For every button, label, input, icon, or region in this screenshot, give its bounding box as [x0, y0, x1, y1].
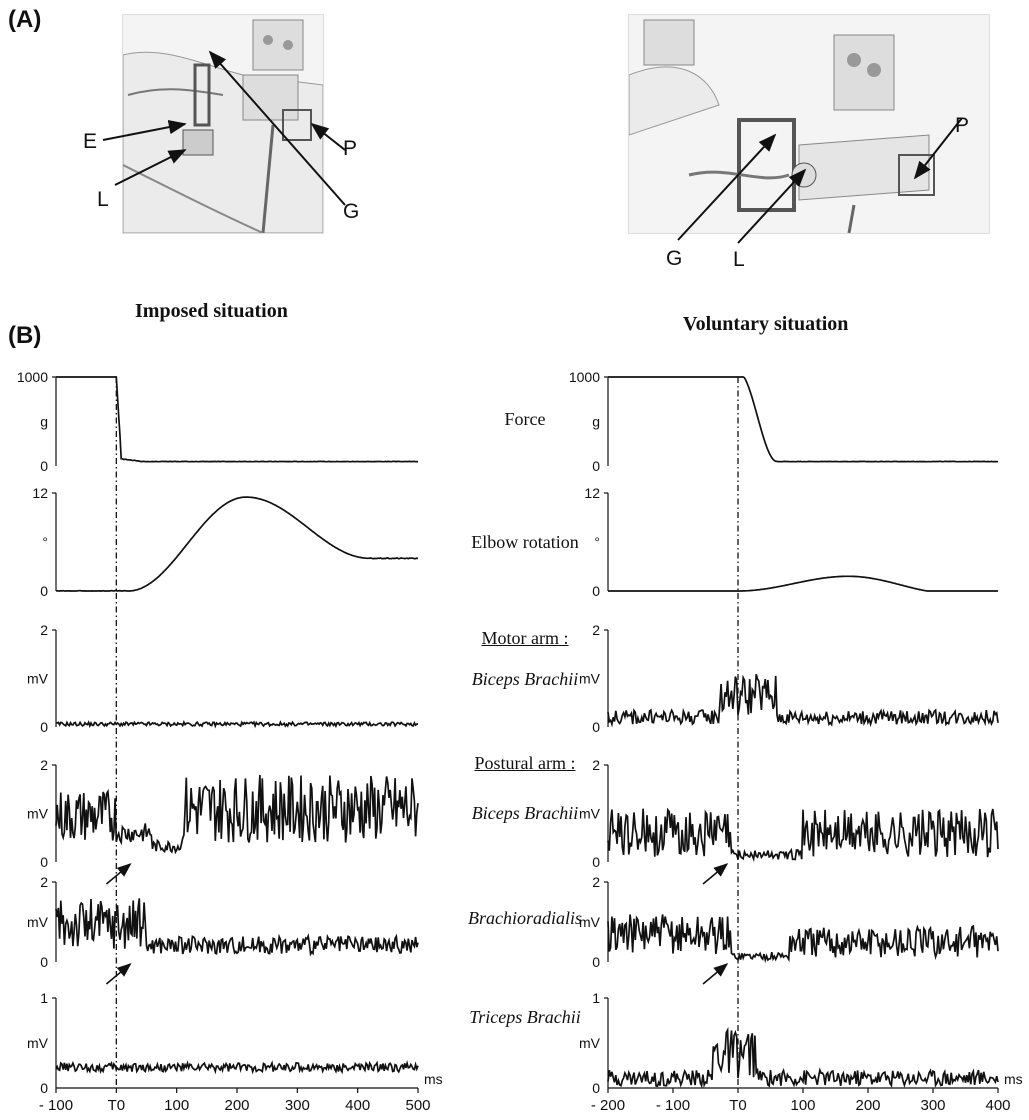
imposed-motor_biceps-y-tick-label-bottom: 0 [40, 719, 48, 735]
imposed-force-y-tick-label-top: 1000 [17, 369, 48, 385]
voluntary-brachio-y-tick-label-top: 2 [592, 874, 600, 890]
motor-arm-label: Motor arm : [481, 628, 569, 648]
imposed-triceps-y-tick-label-top: 1 [40, 990, 48, 1006]
imposed-postural_biceps-y-tick-label-top: 2 [40, 757, 48, 773]
callout-g-left: G [343, 200, 360, 223]
triceps-label: Triceps Brachii [469, 1007, 581, 1027]
imposed-brachio-y-tick-label-top: 2 [40, 874, 48, 890]
voluntary-postural_biceps-unit-label: mV [579, 806, 601, 822]
imposed-elbow-unit-label: ° [42, 534, 48, 550]
voluntary-force-y-tick-label-top: 1000 [569, 369, 600, 385]
imposed-force-y-tick-label-bottom: 0 [40, 458, 48, 474]
imposed-triceps-unit-label: mV [27, 1035, 49, 1051]
voluntary-postural_biceps-onset-arrow [702, 863, 729, 885]
voluntary-postural_biceps-trace [607, 807, 999, 863]
imposed-situation-title: Imposed situation [135, 300, 288, 322]
imposed-motor_biceps-y-tick-label-top: 2 [40, 622, 48, 638]
callout-e-left: E [83, 130, 98, 153]
voluntary-x-tick-label-5: 300 [920, 1097, 945, 1114]
voluntary-x-tick-label-4: 200 [855, 1097, 880, 1114]
imposed-postural_biceps-unit-label: mV [27, 806, 49, 822]
imposed-postural_biceps-onset-arrow [105, 863, 132, 885]
imposed-x-tick-label-0: - 100 [39, 1097, 73, 1114]
imposed-brachio-unit-label: mV [27, 914, 49, 930]
imposed-triceps-y-tick-label-bottom: 0 [40, 1080, 48, 1096]
voluntary-elbow-y-tick-label-bottom: 0 [592, 583, 600, 599]
imposed-elbow-y-tick-label-top: 12 [32, 485, 48, 501]
arrow-l-right [737, 168, 807, 244]
voluntary-brachio-trace [607, 914, 999, 964]
callout-l-left: L [97, 188, 109, 211]
imposed-motor_biceps-unit-label: mV [27, 671, 49, 687]
imposed-x-tick-label-5: 400 [345, 1097, 370, 1114]
voluntary-motor_biceps-unit-label: mV [579, 671, 601, 687]
voluntary-setup-drawing [629, 15, 989, 233]
voluntary-x-tick-label-2: T0 [729, 1097, 747, 1114]
voluntary-brachio-unit-label: mV [579, 914, 601, 930]
imposed-force-trace [56, 376, 418, 463]
imposed-motor_biceps-trace [55, 720, 419, 729]
voluntary-x-tick-label-3: 100 [790, 1097, 815, 1114]
panel-b-label: (B) [8, 322, 42, 349]
voluntary-x-tick-label-1: - 100 [656, 1097, 690, 1114]
voluntary-x-tick-label-6: 400 [985, 1097, 1010, 1114]
callout-g-right: G [666, 247, 683, 270]
voluntary-motor_biceps-y-tick-label-top: 2 [592, 622, 600, 638]
voluntary-triceps-trace [607, 1026, 999, 1089]
voluntary-x-unit-label: ms [1004, 1071, 1023, 1087]
imposed-elbow-trace [55, 496, 419, 592]
voluntary-elbow-y-tick-label-top: 12 [584, 485, 600, 501]
voluntary-elbow-unit-label: ° [594, 534, 600, 550]
voluntary-postural_biceps-y-tick-label-bottom: 0 [592, 854, 600, 870]
voluntary-x-tick-label-0: - 200 [591, 1097, 625, 1114]
voluntary-motor_biceps-trace [607, 673, 999, 728]
arrow-g-left [208, 50, 346, 206]
voluntary-force-unit-label: g [592, 414, 600, 430]
callout-p-right: P [955, 114, 970, 137]
voluntary-motor_biceps-y-tick-label-bottom: 0 [592, 719, 600, 735]
voluntary-triceps-y-tick-label-top: 1 [592, 990, 600, 1006]
arrow-p-left [310, 122, 346, 151]
imposed-x-tick-label-3: 200 [224, 1097, 249, 1114]
brachioradialis-label: Brachioradialis [467, 908, 582, 928]
voluntary-force-y-tick-label-bottom: 0 [592, 458, 600, 474]
imposed-elbow-y-tick-label-bottom: 0 [40, 583, 48, 599]
imposed-x-tick-label-1: T0 [108, 1097, 126, 1114]
elbow-rotation-label: Elbow rotation [471, 532, 579, 552]
arrow-l-left [114, 149, 187, 186]
imposed-triceps-trace [55, 1059, 419, 1075]
imposed-postural_biceps-y-tick-label-bottom: 0 [40, 854, 48, 870]
imposed-brachio-y-tick-label-bottom: 0 [40, 954, 48, 970]
motor-biceps-label: Biceps Brachii [471, 669, 579, 689]
panel-a-label: (A) [8, 6, 42, 33]
imposed-x-unit-label: ms [424, 1071, 443, 1087]
imposed-x-tick-label-2: 100 [164, 1097, 189, 1114]
arrow-g-right [677, 133, 777, 241]
imposed-postural_biceps-trace [55, 774, 419, 855]
voluntary-triceps-unit-label: mV [579, 1035, 601, 1051]
imposed-brachio-trace [55, 898, 419, 957]
arrow-e-left [102, 120, 187, 141]
voluntary-brachio-onset-arrow [702, 963, 729, 985]
force-label: Force [504, 409, 546, 429]
arrow-p-right [913, 117, 963, 180]
imposed-x-tick-label-6: 500 [405, 1097, 430, 1114]
voluntary-situation-title: Voluntary situation [683, 313, 849, 335]
imposed-force-unit-label: g [40, 414, 48, 430]
postural-arm-label: Postural arm : [474, 753, 576, 773]
imposed-x-tick-label-4: 300 [285, 1097, 310, 1114]
voluntary-setup-illustration [628, 14, 990, 234]
imposed-brachio-onset-arrow [105, 963, 132, 985]
voluntary-postural_biceps-y-tick-label-top: 2 [592, 757, 600, 773]
postural-biceps-label: Biceps Brachii [471, 803, 579, 823]
voluntary-force-trace [608, 376, 999, 463]
voluntary-elbow-trace [608, 575, 998, 592]
callout-p-left: P [343, 137, 358, 160]
voluntary-brachio-y-tick-label-bottom: 0 [592, 954, 600, 970]
callout-l-right: L [733, 248, 745, 271]
voluntary-triceps-y-tick-label-bottom: 0 [592, 1080, 600, 1096]
